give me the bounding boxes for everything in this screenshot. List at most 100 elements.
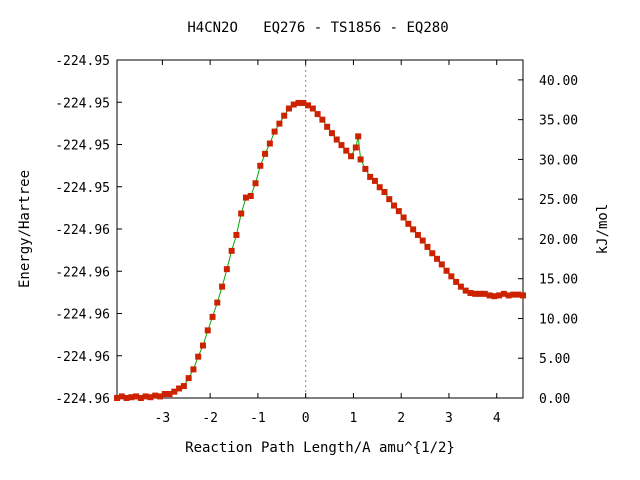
- data-point: [362, 165, 369, 172]
- data-point: [400, 214, 407, 221]
- data-point: [515, 291, 522, 298]
- data-point: [180, 383, 187, 390]
- data-point: [238, 210, 245, 217]
- y-left-tick-label: -224.95: [55, 181, 110, 196]
- axis-ticks: [117, 59, 523, 399]
- data-point: [477, 290, 484, 297]
- data-point: [314, 111, 321, 118]
- data-point: [156, 393, 163, 400]
- data-point: [228, 247, 235, 254]
- data-point: [371, 177, 378, 184]
- y-left-tick-label: -224.96: [55, 308, 110, 323]
- data-point: [276, 120, 283, 127]
- data-point: [161, 391, 168, 398]
- data-point: [214, 299, 221, 306]
- data-point: [262, 150, 269, 157]
- data-point: [486, 292, 493, 299]
- x-tick-label: -3: [155, 411, 171, 426]
- y-right-tick-label: 30.00: [539, 153, 578, 168]
- y2-axis-label: kJ/mol: [595, 204, 611, 255]
- x-tick-label: 0: [302, 411, 310, 426]
- data-point: [114, 395, 120, 401]
- data-point: [252, 180, 259, 187]
- data-point: [247, 192, 254, 199]
- y-left-tick-label: -224.96: [55, 265, 110, 280]
- data-point: [376, 184, 383, 191]
- y-right-tick-label: 5.00: [539, 352, 570, 367]
- y-axis-label: Energy/Hartree: [17, 170, 33, 288]
- data-point: [171, 388, 178, 395]
- data-point: [352, 144, 359, 151]
- data-point: [434, 255, 441, 262]
- data-point: [438, 261, 445, 268]
- data-point: [357, 156, 364, 163]
- data-point: [147, 394, 154, 401]
- data-point: [510, 291, 517, 298]
- data-point: [496, 292, 503, 299]
- data-point: [190, 366, 197, 373]
- data-point: [448, 273, 455, 280]
- data-point: [429, 250, 436, 257]
- x-tick-labels: -3 -2 -1 0 1 2 3 4: [155, 411, 501, 426]
- data-point: [285, 105, 292, 112]
- data-point: [133, 393, 140, 400]
- series-line: [116, 102, 524, 399]
- data-point: [500, 290, 507, 297]
- chart-title: H4CN2O EQ276 - TS1856 - EQ280: [187, 20, 448, 36]
- data-point: [152, 392, 159, 399]
- data-point: [324, 123, 331, 130]
- y-right-tick-label: 15.00: [539, 273, 578, 288]
- y-right-tick-label: 40.00: [539, 74, 578, 89]
- x-tick-label: 2: [397, 411, 405, 426]
- data-point: [505, 292, 512, 299]
- data-point: [309, 105, 316, 112]
- data-point: [333, 136, 340, 143]
- x-tick-label: -1: [250, 411, 266, 426]
- x-tick-label: 3: [445, 411, 453, 426]
- data-point: [319, 116, 326, 123]
- y-left-tick-label: -224.96: [55, 392, 110, 407]
- data-point: [453, 278, 460, 285]
- data-point: [467, 290, 474, 297]
- x-tick-label: 1: [350, 411, 358, 426]
- plot-frame: [116, 59, 524, 399]
- data-point: [457, 283, 464, 290]
- y-left-tick-label: -224.95: [55, 139, 110, 154]
- data-point: [176, 385, 183, 392]
- data-point: [195, 353, 202, 360]
- data-point: [137, 395, 144, 401]
- data-point: [424, 243, 431, 250]
- data-point: [209, 313, 216, 320]
- data-point: [128, 394, 135, 401]
- data-point: [185, 375, 192, 382]
- y-right-tick-label: 0.00: [539, 392, 570, 407]
- data-point: [199, 342, 206, 349]
- data-point: [343, 147, 350, 154]
- y-right-tick-labels: 0.00 5.00 10.00 15.00 20.00 25.00 30.00 35.00 40…: [539, 74, 578, 407]
- data-point: [281, 112, 288, 119]
- x-axis-label: Reaction Path Length/A amu^{1/2}: [185, 440, 455, 456]
- y-left-tick-labels: -224.96 -224.96 -224.96 -224.96 -224.96 -224.…: [55, 54, 110, 407]
- x-tick-label: -2: [202, 411, 218, 426]
- data-point: [233, 231, 240, 238]
- data-point: [367, 173, 374, 180]
- data-point: [355, 133, 362, 140]
- data-point: [123, 395, 130, 401]
- data-point: [410, 226, 417, 233]
- y-left-tick-label: -224.95: [55, 54, 110, 69]
- data-point: [472, 290, 479, 297]
- data-point: [290, 101, 297, 108]
- data-point: [242, 194, 249, 201]
- data-point: [419, 237, 426, 244]
- data-point: [414, 231, 421, 238]
- data-point: [481, 290, 488, 297]
- data-point: [219, 283, 226, 290]
- y-left-tick-label: -224.95: [55, 96, 110, 111]
- y-left-tick-label: -224.96: [55, 350, 110, 365]
- data-point: [300, 99, 307, 106]
- y-right-tick-label: 10.00: [539, 312, 578, 327]
- data-point: [338, 142, 345, 149]
- data-point: [204, 327, 211, 334]
- data-point: [462, 287, 469, 294]
